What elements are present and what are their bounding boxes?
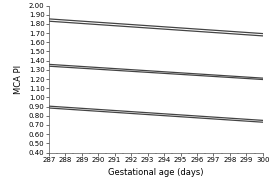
Y-axis label: MCA PI: MCA PI <box>14 65 23 94</box>
X-axis label: Gestational age (days): Gestational age (days) <box>108 168 204 177</box>
